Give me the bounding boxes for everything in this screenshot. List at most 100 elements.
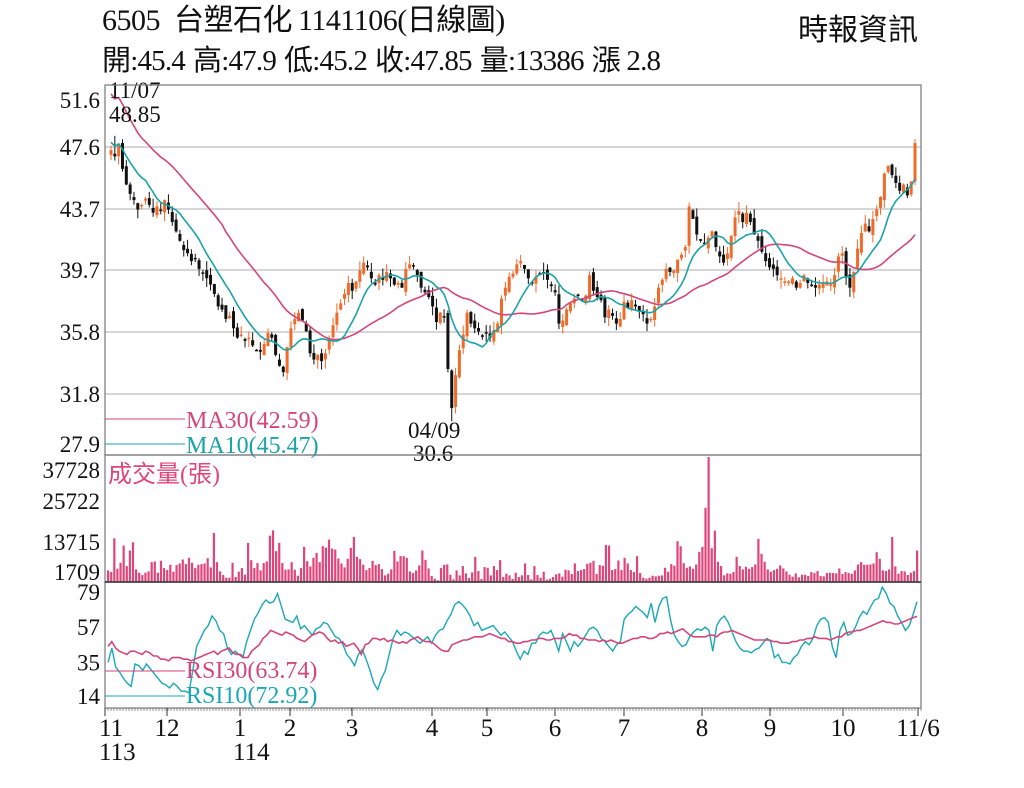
volume-bar [897, 573, 900, 582]
candle-body [902, 184, 906, 193]
volume-bar [803, 574, 807, 582]
candle-body [645, 318, 649, 324]
volume-bar [586, 563, 589, 582]
volume-bar [779, 565, 782, 582]
candle-body [132, 197, 136, 201]
candle-body [434, 307, 438, 323]
volume-bar [486, 567, 489, 582]
volume-bar [449, 574, 452, 582]
candle-body [262, 343, 266, 356]
candle-body [163, 200, 167, 213]
volume-bar [234, 577, 237, 582]
candle-body [595, 287, 599, 298]
candle-body [821, 282, 825, 288]
volume-bar [138, 572, 141, 582]
candle-body [113, 153, 117, 157]
volume-bar [178, 563, 181, 582]
volume-bar [639, 573, 642, 582]
candle-body [243, 339, 247, 341]
candle-body [174, 219, 178, 232]
candle-body [388, 273, 392, 279]
volume-bar [231, 562, 234, 582]
volume-bar [738, 566, 741, 582]
volume-bar [278, 542, 281, 582]
volume-bar [371, 560, 374, 582]
volume-bar [411, 573, 415, 582]
volume-bar [306, 561, 309, 582]
candle-body [534, 276, 538, 284]
volume-bar [763, 561, 766, 582]
volume-bar [131, 542, 135, 582]
volume-bar [175, 565, 178, 582]
candle-body [794, 281, 798, 288]
candle-body [419, 271, 423, 288]
volume-bar [536, 575, 539, 582]
candle-body [507, 276, 511, 292]
volume-tick-label: 25722 [43, 489, 101, 514]
volume-bar [729, 573, 732, 582]
ohlc-summary: 開:45.4 高:47.9 低:45.2 收:47.85 量:13386 漲 2.8 [102, 44, 668, 78]
volume-bar [660, 575, 664, 582]
volume-bar [604, 544, 608, 582]
candle-body [220, 304, 224, 310]
candle-body [553, 290, 557, 293]
volume-bar [785, 571, 788, 582]
volume-bar [163, 568, 166, 582]
low-value: 低:45.2 [284, 45, 368, 77]
volume-bar [144, 572, 147, 582]
volume-bar [875, 552, 878, 582]
candle-body [140, 204, 144, 207]
volume-bar [642, 577, 645, 582]
volume-bar [346, 558, 349, 582]
volume-bar [153, 561, 156, 582]
volume-bar [881, 570, 884, 582]
candle-body [549, 284, 553, 287]
candle-body [836, 256, 840, 272]
volume-bar [349, 547, 352, 582]
volume-bar [172, 571, 175, 582]
candle-body [143, 198, 147, 201]
candle-body [465, 312, 469, 337]
volume-bar [135, 569, 138, 582]
rsi-tick-label: 57 [77, 615, 100, 640]
volume-bar [461, 566, 464, 582]
candle-body [136, 203, 140, 210]
candle-body [656, 287, 660, 303]
volume-bar [632, 572, 636, 582]
candle-body [281, 366, 285, 373]
volume-bar [844, 572, 847, 582]
volume-bar [380, 569, 384, 582]
volume-bar [651, 575, 654, 582]
year-label: 113 [99, 739, 136, 766]
volume-bar [645, 578, 648, 582]
volume-bar [757, 538, 760, 582]
candle-body [258, 349, 262, 352]
volume-bar [324, 547, 328, 582]
candle-body [343, 293, 347, 299]
volume-bar [884, 571, 888, 582]
stock-name: 台塑石化 [174, 4, 293, 37]
volume-bar [377, 564, 380, 582]
volume-bar [194, 568, 197, 582]
volume-bar [427, 568, 430, 582]
volume-bar [495, 570, 499, 582]
candle-body [300, 309, 304, 321]
candle-body [224, 305, 228, 319]
volume-bar [517, 577, 520, 582]
volume-bar [716, 561, 720, 582]
candle-body [308, 330, 312, 354]
candle-body [783, 281, 787, 283]
candle-body [484, 332, 488, 334]
volume-bar [751, 567, 754, 582]
change-value: 漲 2.8 [591, 45, 661, 77]
candle-body [668, 267, 672, 273]
volume-bar [523, 563, 527, 582]
volume-bar [415, 570, 418, 582]
candle-body [737, 211, 741, 215]
volume-bar [436, 580, 440, 582]
candle-body [660, 279, 664, 285]
volume-bar [113, 538, 116, 582]
volume-bar [869, 564, 872, 582]
volume-bar [250, 560, 253, 582]
